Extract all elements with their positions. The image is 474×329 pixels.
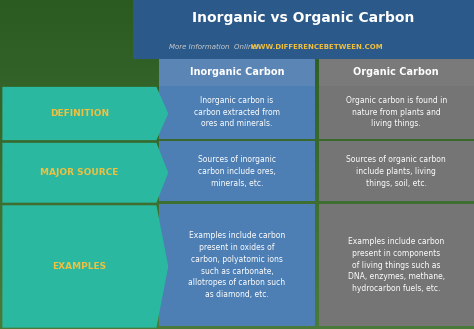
FancyBboxPatch shape: [0, 164, 474, 173]
FancyBboxPatch shape: [0, 296, 474, 304]
FancyBboxPatch shape: [0, 304, 474, 313]
Text: Examples include carbon
present in components
of living things such as
DNA, enzy: Examples include carbon present in compo…: [348, 237, 445, 293]
Text: Organic Carbon: Organic Carbon: [354, 67, 439, 77]
FancyBboxPatch shape: [0, 206, 474, 214]
FancyBboxPatch shape: [159, 86, 315, 139]
FancyBboxPatch shape: [319, 204, 474, 326]
Text: DEFINITION: DEFINITION: [50, 109, 109, 118]
FancyBboxPatch shape: [0, 33, 474, 41]
FancyBboxPatch shape: [0, 148, 474, 156]
FancyBboxPatch shape: [0, 82, 474, 90]
Text: MAJOR SOURCE: MAJOR SOURCE: [40, 168, 118, 177]
Text: Inorganic Carbon: Inorganic Carbon: [190, 67, 284, 77]
FancyBboxPatch shape: [0, 107, 474, 115]
FancyBboxPatch shape: [0, 90, 474, 99]
FancyBboxPatch shape: [0, 230, 474, 239]
FancyBboxPatch shape: [0, 0, 474, 8]
Polygon shape: [2, 205, 168, 328]
FancyBboxPatch shape: [0, 41, 474, 49]
FancyBboxPatch shape: [0, 132, 474, 140]
FancyBboxPatch shape: [319, 59, 474, 86]
FancyBboxPatch shape: [0, 99, 474, 107]
FancyBboxPatch shape: [0, 197, 474, 206]
FancyBboxPatch shape: [0, 123, 474, 132]
Text: Examples include carbon
present in oxides of
carbon, polyatomic ions
such as car: Examples include carbon present in oxide…: [189, 231, 285, 299]
FancyBboxPatch shape: [0, 239, 474, 247]
FancyBboxPatch shape: [159, 59, 315, 86]
Text: Organic carbon is found in
nature from plants and
living things.: Organic carbon is found in nature from p…: [346, 96, 447, 129]
FancyBboxPatch shape: [0, 271, 474, 280]
Text: EXAMPLES: EXAMPLES: [52, 262, 107, 271]
FancyBboxPatch shape: [319, 86, 474, 139]
FancyBboxPatch shape: [0, 214, 474, 222]
Text: Inorganic carbon is
carbon extracted from
ores and minerals.: Inorganic carbon is carbon extracted fro…: [194, 96, 280, 129]
FancyBboxPatch shape: [0, 247, 474, 255]
FancyBboxPatch shape: [0, 74, 474, 82]
Text: Sources of organic carbon
include plants, living
things, soil, etc.: Sources of organic carbon include plants…: [346, 155, 446, 188]
FancyBboxPatch shape: [133, 0, 474, 59]
FancyBboxPatch shape: [159, 204, 315, 326]
FancyBboxPatch shape: [0, 173, 474, 181]
FancyBboxPatch shape: [0, 16, 474, 25]
FancyBboxPatch shape: [0, 313, 474, 321]
FancyBboxPatch shape: [0, 49, 474, 58]
FancyBboxPatch shape: [0, 115, 474, 123]
FancyBboxPatch shape: [0, 321, 474, 329]
Text: Inorganic vs Organic Carbon: Inorganic vs Organic Carbon: [192, 11, 415, 25]
FancyBboxPatch shape: [0, 156, 474, 164]
Text: More Information  Online: More Information Online: [169, 44, 257, 50]
FancyBboxPatch shape: [0, 189, 474, 197]
FancyBboxPatch shape: [0, 25, 474, 33]
FancyBboxPatch shape: [0, 181, 474, 189]
Text: Sources of inorganic
carbon include ores,
minerals, etc.: Sources of inorganic carbon include ores…: [198, 155, 276, 188]
FancyBboxPatch shape: [0, 288, 474, 296]
FancyBboxPatch shape: [319, 141, 474, 201]
Text: WWW.DIFFERENCEBETWEEN.COM: WWW.DIFFERENCEBETWEEN.COM: [251, 44, 384, 50]
Polygon shape: [2, 87, 168, 140]
FancyBboxPatch shape: [0, 255, 474, 263]
FancyBboxPatch shape: [0, 280, 474, 288]
Polygon shape: [2, 143, 168, 203]
FancyBboxPatch shape: [0, 263, 474, 271]
FancyBboxPatch shape: [159, 141, 315, 201]
FancyBboxPatch shape: [0, 58, 474, 66]
FancyBboxPatch shape: [0, 8, 474, 16]
FancyBboxPatch shape: [0, 66, 474, 74]
FancyBboxPatch shape: [0, 140, 474, 148]
FancyBboxPatch shape: [0, 222, 474, 230]
